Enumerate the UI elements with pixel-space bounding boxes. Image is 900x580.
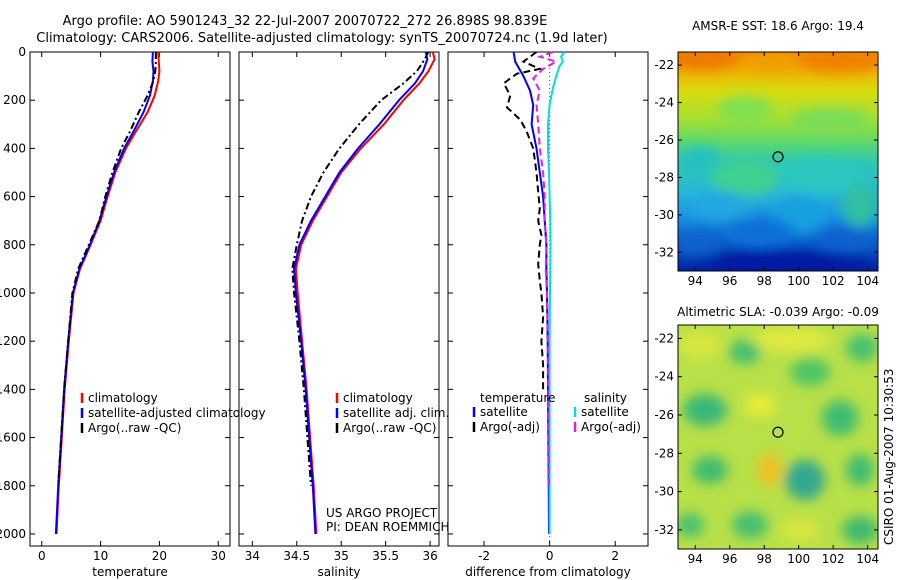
sla-map-title: Altimetric SLA: -0.039 Argo: -0.09: [677, 305, 879, 319]
series-line: [512, 51, 550, 535]
difference-profile-panel: -2 0 2 difference from climatology temperatu…: [447, 51, 649, 579]
y-tick-label: -24: [654, 370, 674, 384]
y-tick-label: -22: [654, 58, 674, 72]
x-tick-label: 96: [722, 274, 737, 288]
x-tick-label: 0: [38, 549, 46, 563]
sst-map-title: AMSR-E SST: 18.6 Argo: 19.4: [692, 19, 864, 33]
legend-entry: satellite: [581, 405, 629, 419]
figure-title-line2: Climatology: CARS2006. Satellite-adjuste…: [36, 31, 608, 46]
temperature-profile-panel: 0 10 20 30 0 200 400 600 800 1000 1200 1400 1600 1800…: [0, 45, 266, 579]
y-tick-label: 1000: [0, 286, 26, 300]
y-tick-label: 1600: [0, 431, 26, 445]
y-tick-label: -24: [654, 96, 674, 110]
x-tick-label: 36: [422, 549, 437, 563]
x-tick-label: 104: [856, 552, 879, 566]
y-tick-label: 1200: [0, 334, 26, 348]
legend-entry: satellite: [480, 405, 528, 419]
y-tick-label: -28: [654, 446, 674, 460]
x-tick-label: 98: [757, 274, 772, 288]
series-line: [502, 51, 545, 390]
argo-location-marker: [772, 426, 784, 438]
y-tick-label: 600: [3, 190, 26, 204]
x-tick-label: -2: [478, 549, 490, 563]
x-tick-label: 104: [856, 274, 879, 288]
y-tick-label: 400: [3, 141, 26, 155]
legend-entry: climatology: [88, 391, 158, 405]
x-tick-label: 94: [688, 552, 703, 566]
figure-title-line1: Argo profile: AO 5901243_32 22-Jul-2007 …: [63, 14, 548, 29]
x-tick-label: 35: [334, 549, 349, 563]
x-tick-label: 96: [722, 552, 737, 566]
legend-entry: satellite adj. clim.: [343, 406, 449, 420]
x-tick-label: 102: [822, 552, 845, 566]
series-line: [294, 51, 436, 535]
y-tick-label: 2000: [0, 527, 26, 541]
y-tick-label: -26: [654, 133, 674, 147]
y-tick-label: -26: [654, 408, 674, 422]
x-tick-label: 35.5: [372, 549, 399, 563]
y-tick-label: 800: [3, 238, 26, 252]
legend-entry: climatology: [343, 391, 413, 405]
series-line: [54, 51, 155, 535]
x-tick-label: 2: [611, 549, 619, 563]
argo-location-marker: [772, 151, 784, 163]
y-tick-label: -30: [654, 485, 674, 499]
x-tick-label: 30: [211, 549, 226, 563]
y-tick-label: 0: [18, 45, 26, 59]
x-tick-label: 94: [688, 274, 703, 288]
y-tick-label: -28: [654, 170, 674, 184]
x-axis-label: temperature: [92, 565, 167, 579]
plot-frame: [29, 51, 231, 547]
sla-map-panel: 94 96 98 100 102 104 -22 -24 -26 -28 -30 -32 Altime…: [654, 305, 879, 566]
legend-entry: Argo(-adj): [581, 420, 641, 434]
sst-map-image: [678, 52, 878, 271]
x-tick-label: 10: [93, 549, 108, 563]
y-tick-label: 1800: [0, 479, 26, 493]
legend-entry: Argo(-adj): [480, 420, 540, 434]
plot-frame: [447, 51, 649, 547]
project-annotation: US ARGO PROJECT: [326, 506, 438, 520]
legend-entry: Argo(..raw -QC): [88, 421, 181, 435]
x-tick-label: 100: [787, 274, 810, 288]
legend-entry: Argo(..raw -QC): [343, 421, 436, 435]
x-tick-label: 100: [787, 552, 810, 566]
series-line: [291, 51, 430, 486]
legend-group-title-temperature: temperature: [480, 391, 555, 405]
series-line: [293, 51, 429, 535]
x-tick-label: 102: [822, 274, 845, 288]
sst-map-panel: 94 96 98 100 102 104 -22 -24 -26 -28 -30 -32 AMSR-E…: [654, 19, 879, 288]
y-tick-label: 200: [3, 93, 26, 107]
x-tick-label: 34.5: [283, 549, 310, 563]
y-tick-label: 1400: [0, 382, 26, 396]
legend-group-title-salinity: salinity: [584, 391, 627, 405]
series-line: [531, 51, 559, 486]
csiro-timestamp-label: CSIRO 01-Aug-2007 10:30:53: [882, 369, 896, 545]
x-axis-label: salinity: [317, 565, 360, 579]
x-tick-label: 0: [546, 549, 554, 563]
x-axis-label: difference from climatology: [465, 565, 631, 579]
x-tick-label: 34: [245, 549, 260, 563]
plot-frame: [238, 51, 440, 547]
y-tick-label: -32: [654, 245, 674, 259]
project-annotation: PI: DEAN ROEMMICH: [326, 520, 449, 534]
y-tick-label: -32: [654, 523, 674, 537]
legend-entry: satellite-adjusted climatology: [88, 406, 266, 420]
x-tick-label: 98: [757, 552, 772, 566]
y-tick-label: -30: [654, 208, 674, 222]
salinity-profile-panel: 34 34.5 35 35.5 36 salinity climatologysatelli…: [238, 51, 449, 579]
y-tick-label: -22: [654, 331, 674, 345]
series-line: [547, 51, 566, 534]
x-tick-label: 20: [152, 549, 167, 563]
